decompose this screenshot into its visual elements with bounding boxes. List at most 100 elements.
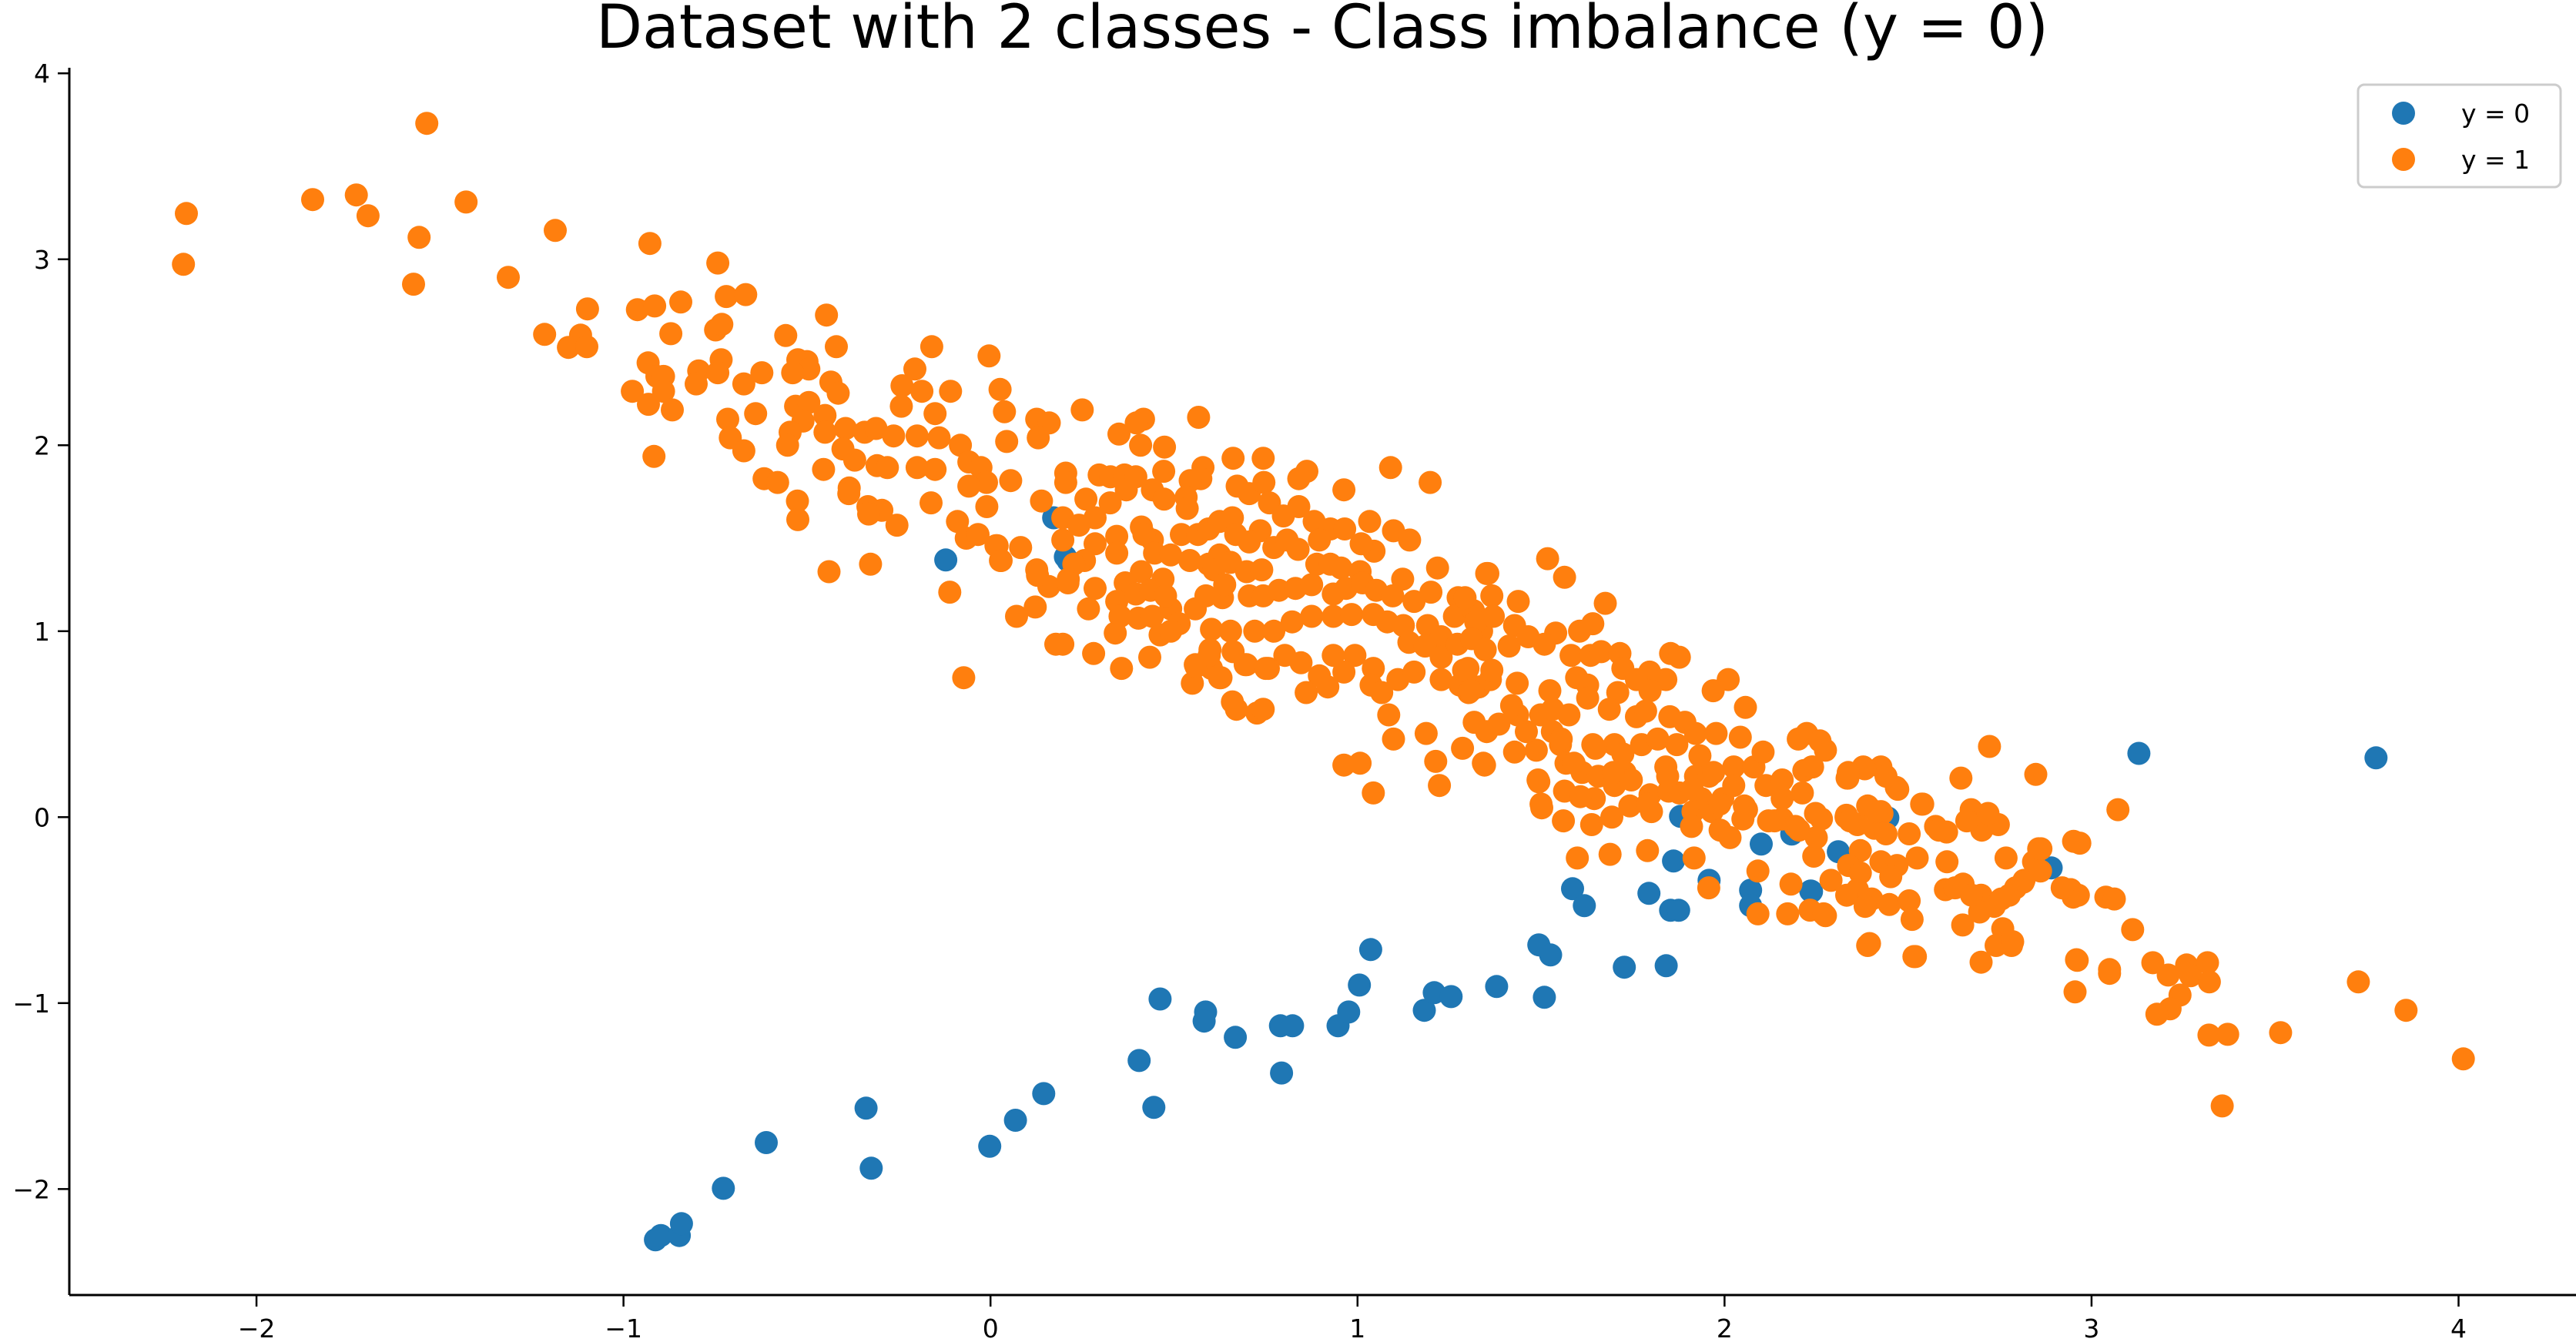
data-point-class-1 <box>2102 887 2126 911</box>
data-point-class-1 <box>1480 658 1504 682</box>
data-point-class-1 <box>1159 543 1183 567</box>
data-point-class-1 <box>817 560 841 584</box>
data-point-class-1 <box>638 232 662 256</box>
data-point-class-1 <box>642 444 666 468</box>
data-point-class-0 <box>1800 879 1824 903</box>
data-point-class-1 <box>890 374 914 397</box>
data-point-class-1 <box>732 439 755 463</box>
data-point-class-1 <box>1452 658 1476 682</box>
data-point-class-1 <box>1638 679 1662 703</box>
data-point-class-1 <box>625 298 649 322</box>
data-point-class-1 <box>1198 644 1221 668</box>
data-point-class-1 <box>1874 822 1898 845</box>
x-axis-ticks: −2 −1 0 1 2 3 4 <box>238 1295 2467 1342</box>
data-point-class-1 <box>1107 422 1131 446</box>
data-point-class-1 <box>813 403 837 427</box>
data-point-class-1 <box>557 336 581 360</box>
data-point-class-1 <box>1023 595 1047 619</box>
data-point-class-1 <box>2024 762 2048 786</box>
data-point-class-1 <box>1132 523 1156 547</box>
data-point-class-1 <box>1428 774 1452 798</box>
data-point-class-0 <box>859 1156 883 1180</box>
data-point-class-1 <box>1378 456 1402 480</box>
data-point-class-1 <box>1459 679 1482 703</box>
data-point-class-1 <box>920 335 943 359</box>
data-point-class-1 <box>1819 868 1843 892</box>
data-point-class-1 <box>1838 809 1862 833</box>
data-point-class-1 <box>999 469 1023 493</box>
data-point-class-1 <box>1856 934 1880 957</box>
data-point-class-1 <box>1559 644 1583 668</box>
data-point-class-1 <box>454 190 478 214</box>
data-point-class-1 <box>786 489 809 513</box>
data-point-class-1 <box>1704 721 1728 745</box>
data-point-class-1 <box>1300 573 1324 597</box>
data-point-class-1 <box>1262 619 1286 643</box>
data-point-class-1 <box>876 456 899 480</box>
data-point-class-1 <box>1316 675 1340 699</box>
data-point-class-0 <box>1561 877 1584 901</box>
data-point-class-1 <box>1098 491 1122 515</box>
data-point-class-1 <box>1250 558 1274 582</box>
data-point-class-1 <box>993 400 1017 423</box>
data-point-class-1 <box>786 507 809 531</box>
data-point-class-1 <box>1332 478 1356 502</box>
data-point-class-0 <box>1358 938 1382 962</box>
data-point-class-1 <box>652 380 675 403</box>
data-point-class-1 <box>1074 487 1098 511</box>
data-point-class-0 <box>1573 894 1596 918</box>
data-point-class-1 <box>1300 604 1324 628</box>
data-point-class-0 <box>1539 943 1563 967</box>
data-point-class-1 <box>1425 556 1449 580</box>
data-point-class-1 <box>1994 846 2018 870</box>
data-point-class-1 <box>2141 951 2165 975</box>
data-point-class-1 <box>1656 765 1680 788</box>
data-point-class-1 <box>864 417 888 440</box>
data-point-class-1 <box>716 407 739 431</box>
data-point-class-1 <box>1900 908 1924 932</box>
data-point-class-1 <box>1332 753 1356 777</box>
data-point-class-1 <box>2145 1002 2169 1026</box>
data-point-class-1 <box>813 420 837 444</box>
data-point-class-1 <box>2065 948 2089 972</box>
data-point-class-1 <box>1224 698 1248 721</box>
data-point-class-1 <box>1552 809 1576 833</box>
data-point-class-0 <box>1148 987 1172 1011</box>
data-point-class-1 <box>2210 1094 2234 1118</box>
data-point-class-1 <box>1722 755 1746 779</box>
data-point-class-1 <box>989 549 1013 572</box>
y-tick-label: 0 <box>34 802 50 832</box>
data-point-class-1 <box>1009 536 1033 560</box>
data-point-class-1 <box>952 666 976 690</box>
data-point-class-1 <box>1030 489 1054 513</box>
data-point-class-1 <box>1563 751 1586 775</box>
data-point-class-1 <box>1878 892 1901 916</box>
data-point-class-1 <box>2121 918 2145 942</box>
data-point-class-1 <box>1597 698 1621 721</box>
data-point-class-1 <box>1683 721 1707 745</box>
x-tick-label: 4 <box>2450 1314 2467 1342</box>
data-point-class-0 <box>1337 1000 1361 1024</box>
points-layer <box>172 112 2475 1252</box>
data-point-class-1 <box>1377 703 1401 727</box>
data-point-class-1 <box>1611 742 1635 766</box>
data-point-class-1 <box>1152 487 1176 511</box>
data-point-class-0 <box>1412 999 1436 1022</box>
data-point-class-1 <box>1398 528 1422 552</box>
data-point-class-1 <box>1927 818 1951 842</box>
data-point-class-1 <box>903 357 926 381</box>
x-tick-label: 2 <box>1717 1314 1733 1342</box>
data-point-class-1 <box>1051 528 1075 552</box>
data-point-class-1 <box>889 394 913 418</box>
data-point-class-1 <box>1506 671 1529 695</box>
data-point-class-1 <box>1951 913 1975 937</box>
data-point-class-1 <box>1697 876 1720 900</box>
y-tick-label: −1 <box>12 989 50 1019</box>
data-point-class-1 <box>1200 617 1224 641</box>
data-point-class-0 <box>1270 1061 1294 1085</box>
data-point-class-1 <box>1879 865 1903 889</box>
data-point-class-0 <box>1142 1096 1166 1119</box>
data-point-class-1 <box>1898 889 1921 912</box>
data-point-class-1 <box>732 372 755 396</box>
